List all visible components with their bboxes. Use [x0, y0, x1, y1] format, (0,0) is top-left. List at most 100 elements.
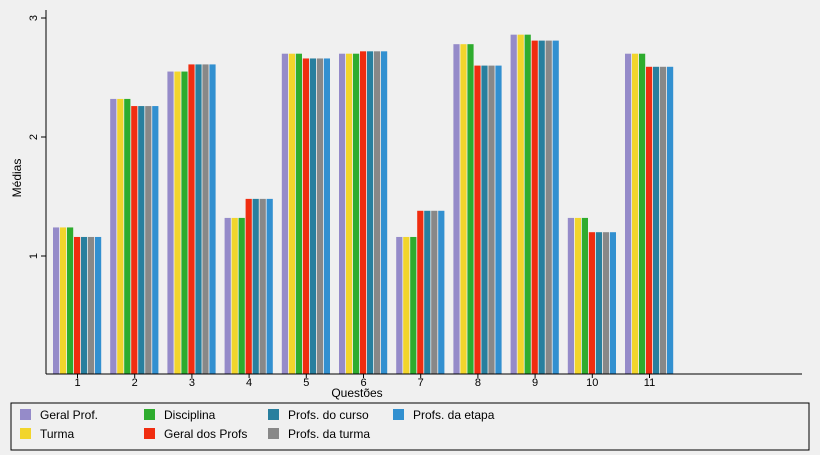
bar-7-2 [403, 236, 410, 374]
bar-5-7 [323, 58, 330, 375]
x-tick-label: 3 [189, 377, 195, 389]
y-tick-label: 1 [28, 253, 40, 259]
bar-2-3 [124, 98, 131, 375]
y-ticks: 1 2 3 [28, 15, 46, 259]
legend-box [10, 402, 810, 451]
bar-8-2 [460, 44, 467, 375]
bar-6-5 [367, 51, 374, 374]
legend-swatch [268, 428, 279, 439]
x-axis-title: Questões [331, 386, 382, 400]
bar-2-6 [145, 106, 152, 374]
bar-10-3 [581, 217, 588, 374]
bar-8-6 [488, 65, 495, 374]
bar-6-3 [353, 53, 360, 374]
x-tick-label: 1 [74, 377, 80, 389]
legend-label: Geral dos Profs [164, 427, 247, 441]
bar-9-5 [538, 40, 545, 375]
bar-3-4 [188, 64, 195, 374]
legend-label: Disciplina [164, 408, 216, 422]
bar-10-2 [574, 217, 581, 374]
bar-4-1 [224, 217, 231, 374]
bar-4-2 [231, 217, 238, 374]
bar-1-5 [81, 236, 88, 374]
y-tick-label: 2 [28, 134, 40, 140]
x-tick-label: 11 [644, 377, 655, 389]
legend-label: Profs. da turma [288, 427, 370, 441]
bar-2-1 [110, 98, 117, 375]
legend: Geral Prof. Turma Disciplina Geral dos Prof… [20, 408, 495, 441]
bar-2-2 [117, 98, 124, 375]
bar-4-4 [245, 198, 252, 374]
bar-1-3 [67, 227, 74, 374]
bars-group [53, 34, 674, 375]
bar-9-6 [545, 40, 552, 375]
bar-9-4 [531, 40, 538, 375]
bar-1-7 [95, 236, 102, 374]
legend-label: Profs. do curso [288, 408, 369, 422]
bar-11-3 [639, 53, 646, 374]
legend-swatch [20, 409, 31, 420]
bar-3-5 [195, 64, 202, 374]
bar-5-5 [309, 58, 316, 375]
bar-8-3 [467, 44, 474, 375]
bar-6-4 [360, 51, 367, 374]
x-tick-label: 9 [532, 377, 538, 389]
bar-2-4 [131, 106, 138, 374]
bar-5-1 [281, 53, 288, 374]
legend-label: Geral Prof. [40, 408, 98, 422]
bar-2-5 [138, 106, 145, 374]
bar-5-4 [302, 58, 309, 375]
bar-4-6 [259, 198, 266, 374]
bar-7-6 [431, 210, 438, 374]
bar-3-3 [181, 71, 188, 375]
bar-10-5 [595, 232, 602, 374]
bar-11-6 [660, 66, 667, 374]
bar-4-7 [266, 198, 273, 374]
bar-8-5 [481, 65, 488, 374]
x-tick-label: 8 [475, 377, 481, 389]
x-tick-label: 10 [586, 377, 598, 389]
bar-10-6 [602, 232, 609, 374]
x-tick-label: 2 [132, 377, 138, 389]
bar-11-5 [653, 66, 660, 374]
bar-11-7 [667, 66, 674, 374]
bar-6-7 [381, 51, 388, 374]
bar-1-4 [74, 236, 81, 374]
bar-10-1 [567, 217, 574, 374]
legend-label: Turma [40, 427, 75, 441]
bar-1-2 [60, 227, 67, 374]
y-tick-label: 3 [28, 15, 40, 21]
legend-swatch [144, 409, 155, 420]
bar-1-6 [88, 236, 95, 374]
bar-7-5 [424, 210, 431, 374]
bar-9-3 [524, 34, 531, 374]
bar-7-3 [410, 236, 417, 374]
bar-10-7 [609, 232, 616, 374]
bar-7-4 [417, 210, 424, 374]
bar-3-6 [202, 64, 209, 374]
bar-8-1 [453, 44, 460, 375]
bar-5-6 [316, 58, 323, 375]
bar-8-7 [495, 65, 502, 374]
x-tick-label: 4 [246, 377, 252, 389]
bar-11-1 [625, 53, 632, 374]
bar-3-2 [174, 71, 181, 375]
y-axis-title: Médias [10, 159, 24, 198]
bar-5-2 [288, 53, 295, 374]
bar-5-3 [295, 53, 302, 374]
bar-7-1 [396, 236, 403, 374]
legend-swatch [20, 428, 31, 439]
bar-9-7 [552, 40, 559, 375]
legend-swatch [144, 428, 155, 439]
bar-9-1 [510, 34, 517, 374]
bar-1-1 [53, 227, 60, 374]
bar-2-7 [152, 106, 159, 374]
bar-7-7 [438, 210, 445, 374]
legend-swatch [268, 409, 279, 420]
bar-6-6 [374, 51, 381, 374]
bar-3-7 [209, 64, 216, 374]
bar-8-4 [474, 65, 481, 374]
bar-4-3 [238, 217, 245, 374]
bar-10-4 [588, 232, 595, 374]
